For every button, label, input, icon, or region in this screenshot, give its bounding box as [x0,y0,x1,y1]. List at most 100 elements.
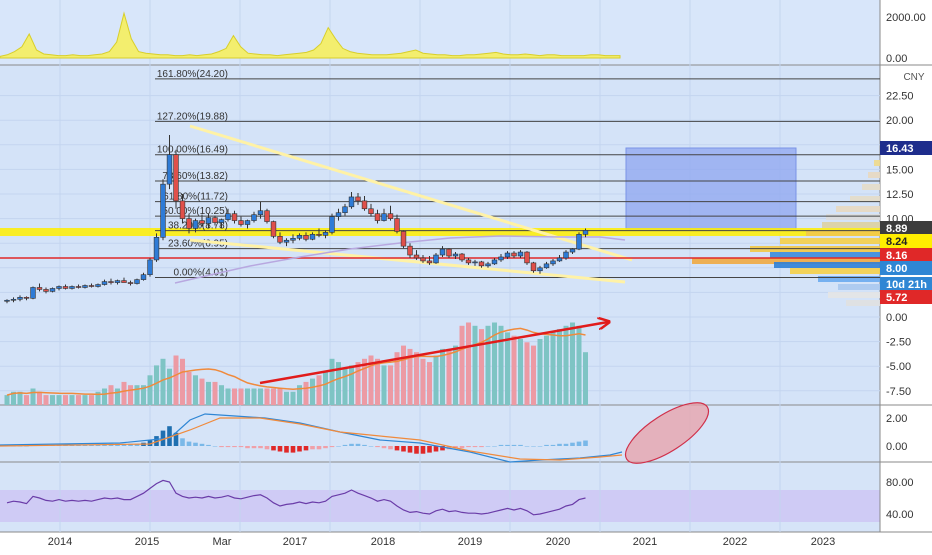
macd-hist-67 [440,446,445,451]
volume-bar-47 [310,378,315,405]
volume-bar-0 [4,395,10,405]
candlesticks [4,134,589,304]
profile-bar-2 [862,184,880,190]
volume-bar-2 [17,391,23,405]
volume-bar-61 [401,345,406,405]
candle-body-75 [491,259,498,265]
volume-bar-76 [498,325,504,405]
volume-bar-36 [238,388,244,405]
macd-hist-81 [531,446,536,447]
profile-bar-13 [790,268,880,274]
price-label-box-1 [880,221,932,235]
trend-up-arrow[interactable] [259,322,608,385]
macd-hist-42 [277,446,283,452]
volume-bar-35 [232,388,237,405]
macd-hist-71 [466,446,471,448]
macd-hist-85 [557,443,562,446]
volume-bar-30 [199,378,205,405]
volume-bar-69 [453,345,458,405]
volume-bar-24 [160,358,166,405]
candle-body-62 [407,245,413,256]
volume-bar-34 [225,388,231,405]
macd-hist-34 [225,446,231,448]
volume-bar-45 [297,385,302,405]
macd-hist-61 [401,446,406,452]
yellow-band [0,228,880,236]
profile-bar-10 [770,252,880,258]
macd-hist-54 [355,443,361,446]
macd-hist-50 [329,446,335,448]
macd-hist-35 [232,446,237,448]
macd-hist-64 [420,446,426,454]
volume-bar-14 [95,391,101,405]
candle-body-74 [485,263,491,267]
volume-bar-49 [323,372,328,405]
candle-body-26 [173,154,179,202]
candle-body-47 [309,234,316,240]
macd-hist-20 [134,443,140,446]
macd-hist-38 [251,446,257,449]
volume-bar-18 [121,381,127,405]
candle-body-87 [569,248,576,253]
volume-bar-48 [316,375,322,405]
candle-body-20 [134,279,140,284]
rsi-line [6,479,586,516]
macd-hist-87 [570,442,575,446]
volume-bar-23 [154,365,159,405]
macd-hist-63 [414,446,419,454]
candle-body-55 [361,200,368,210]
candle-body-15 [101,281,108,285]
volume-bar-11 [76,395,81,405]
candle-body-41 [270,221,277,237]
volume-bar-43 [284,391,289,405]
fib-label-1: 127.20%(19.88) [157,111,228,122]
candle-body-49 [322,232,329,236]
volume-bar-82 [537,339,543,405]
candle-body-38 [251,214,257,221]
macd-hist-46 [303,446,309,451]
candle-body-17 [114,280,121,283]
fibonacci-levels: 161.80%(24.20) 127.20%(19.88) 100.00%(16.4… [155,69,880,279]
volume-bar-16 [108,385,114,405]
profile-bar-4 [836,206,880,212]
candle-body-76 [498,256,504,261]
price-label-box-2 [880,234,932,248]
fib-label-5: 50.00%(10.25) [162,206,228,217]
macd-hist-49 [323,446,328,449]
candle-body-23 [153,236,160,261]
macd-hist-3 [24,446,29,447]
price-tick-9: 0.00 [886,312,907,324]
target-zone-box[interactable] [625,147,797,230]
candle-body-68 [446,248,452,257]
volume-bar-28 [186,372,192,405]
profile-bar-15 [838,284,880,290]
macd-hist-44 [290,446,296,453]
volume-bar-73 [479,329,484,405]
time-tick-2: Mar [213,536,232,548]
lower-trendline[interactable] [189,238,626,284]
candle-body-19 [127,282,134,284]
price-label-4: 8.00 [886,263,907,275]
volume-bar-55 [362,358,367,405]
macd-hist-55 [362,444,367,446]
volume-ma-line [6,327,586,396]
volume-bar-51 [336,362,341,405]
candle-body-6 [43,289,49,292]
macd-hist-43 [284,446,289,453]
time-tick-7: 2021 [633,536,657,548]
volume-bar-40 [264,388,270,405]
candle-body-9 [62,286,69,289]
volume-bar-6 [43,395,49,405]
macd-hist-58 [381,446,387,449]
candle-body-50 [329,216,335,233]
macd-hist-74 [485,446,491,447]
candle-body-45 [296,235,303,239]
profile-bar-0 [874,160,880,166]
candle-body-71 [465,259,472,264]
candle-body-79 [517,251,524,257]
ellipse-highlight[interactable] [617,392,717,474]
candle-body-73 [478,261,485,267]
profile-bar-8 [780,238,880,244]
